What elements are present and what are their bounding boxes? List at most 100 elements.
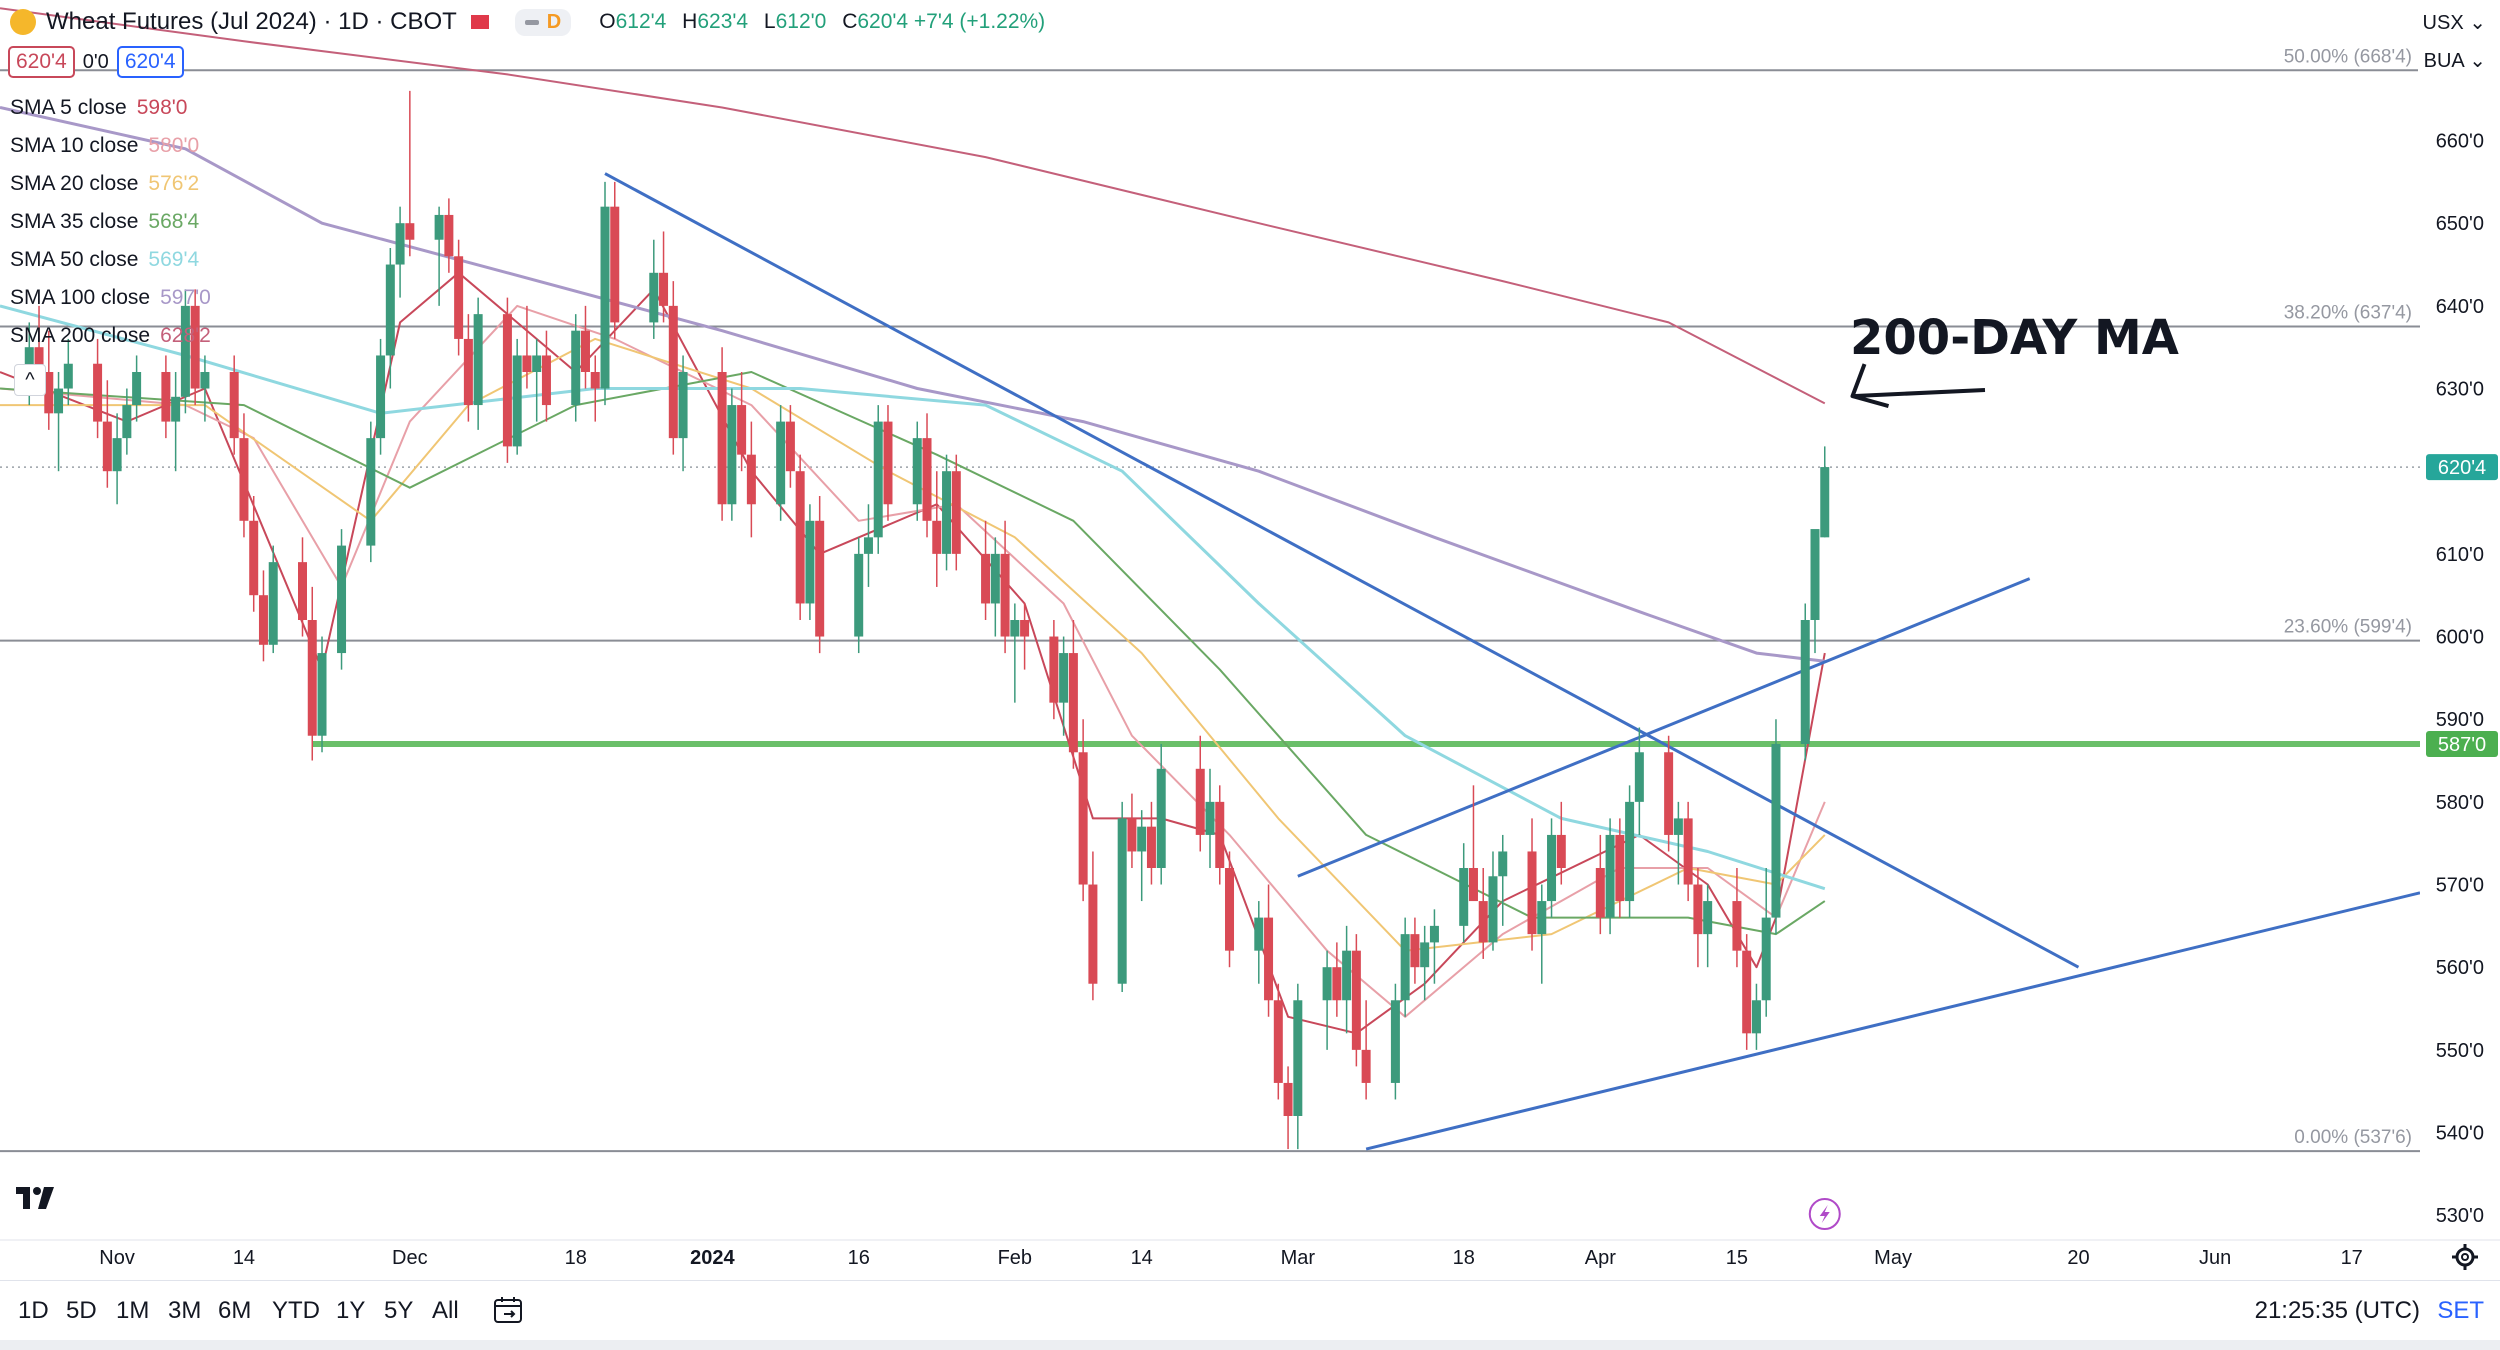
- interval-pill[interactable]: D: [514, 8, 572, 36]
- candle-body: [1322, 967, 1332, 1001]
- candle: [805, 504, 815, 620]
- indicator-legend-item[interactable]: SMA 100 close 597'0: [10, 286, 211, 310]
- candle-body: [1020, 620, 1030, 637]
- indicator-value: 598'0: [136, 96, 188, 119]
- tradingview-logo-icon[interactable]: [14, 1183, 64, 1213]
- timeframe-button[interactable]: 1M: [116, 1297, 150, 1324]
- candle-body: [268, 562, 278, 645]
- open-value: 612'4: [615, 10, 667, 33]
- candle: [1410, 917, 1420, 984]
- candle: [1498, 834, 1508, 926]
- timeframe-button[interactable]: 1Y: [336, 1297, 366, 1324]
- indicator-legend-item[interactable]: SMA 10 close 580'0: [10, 134, 199, 158]
- sma-lines: [0, 7, 1826, 1035]
- candle-body: [307, 620, 317, 736]
- timeframe-button[interactable]: 3M: [168, 1297, 202, 1324]
- close-label: C: [842, 10, 858, 33]
- candle-body: [1800, 620, 1810, 744]
- candle-body: [678, 372, 688, 439]
- fib-level-label: 38.20% (637'4): [2284, 303, 2412, 324]
- timeframe-button[interactable]: 5D: [66, 1297, 97, 1324]
- timeframe-button[interactable]: YTD: [272, 1297, 320, 1324]
- candle: [1820, 446, 1830, 538]
- candle-body: [34, 347, 44, 372]
- time-tick-label: Mar: [1281, 1247, 1316, 1269]
- indicator-value: 576'2: [148, 172, 200, 195]
- support-price-tag: 587'0: [2438, 734, 2486, 756]
- candle-body: [1468, 868, 1478, 902]
- candle: [1810, 529, 1820, 654]
- minus-icon: [524, 19, 539, 25]
- candle: [1254, 901, 1264, 984]
- candle: [1527, 818, 1537, 951]
- sell-price-button[interactable]: 620'4: [8, 46, 75, 78]
- lightning-icon: [1819, 1205, 1830, 1223]
- candle: [580, 305, 590, 389]
- candle: [122, 388, 132, 455]
- low-label: L: [763, 10, 776, 33]
- candle: [54, 372, 64, 472]
- candle: [1322, 950, 1332, 1050]
- candle-body: [1264, 917, 1274, 1001]
- candle: [1361, 1000, 1371, 1100]
- indicator-label: SMA 35 close: [10, 210, 139, 233]
- timeframe-button[interactable]: 5Y: [384, 1297, 414, 1324]
- buy-price-button[interactable]: 620'4: [116, 46, 184, 78]
- candle: [1059, 636, 1069, 736]
- time-tick-label: 18: [565, 1247, 587, 1269]
- last-price-tag: 620'4: [2438, 457, 2486, 479]
- candle-body: [1410, 934, 1420, 968]
- price-tick-label: 610'0: [2436, 544, 2484, 566]
- candle-body: [873, 421, 883, 538]
- flag-icon[interactable]: [470, 15, 489, 29]
- candle-body: [1742, 950, 1752, 1034]
- timeframe-button[interactable]: 1D: [18, 1297, 49, 1324]
- unit-selector[interactable]: BUA ⌄: [2417, 46, 2492, 75]
- support-price-tag-bg: [2426, 731, 2498, 757]
- symbol-title[interactable]: Wheat Futures (Jul 2024) · 1D · CBOT: [46, 8, 457, 35]
- chart-header: Wheat Futures (Jul 2024) · 1D · CBOT D O…: [10, 4, 1055, 40]
- indicator-legend-item[interactable]: SMA 50 close 569'4: [10, 248, 199, 272]
- trendline[interactable]: [1365, 891, 2421, 1151]
- candle: [1146, 801, 1156, 885]
- indicator-legend-item[interactable]: SMA 5 close 598'0: [10, 96, 187, 120]
- settlement-toggle[interactable]: SET: [2437, 1297, 2484, 1324]
- timeframe-button[interactable]: All: [432, 1297, 459, 1324]
- candle-body: [1634, 752, 1644, 802]
- candle: [63, 338, 73, 406]
- candle: [405, 90, 415, 257]
- candle: [454, 239, 464, 356]
- candle: [1703, 884, 1713, 968]
- candle: [298, 537, 307, 637]
- candle-body: [571, 330, 581, 406]
- candle-body: [1400, 934, 1410, 1001]
- currency-selector[interactable]: USX ⌄: [2416, 8, 2492, 37]
- candle: [1000, 520, 1010, 654]
- timeframe-button[interactable]: 6M: [218, 1297, 252, 1324]
- time-tick-label: 14: [233, 1247, 255, 1269]
- candles: [24, 90, 1830, 1150]
- sma-line: [0, 371, 1826, 936]
- date-range-icon[interactable]: [492, 1295, 526, 1325]
- indicator-legend-item[interactable]: SMA 35 close 568'4: [10, 210, 199, 234]
- candle-body: [951, 471, 961, 554]
- indicator-legend-item[interactable]: SMA 200 close 628'2: [10, 324, 211, 348]
- candle: [522, 305, 532, 389]
- candle-body: [200, 372, 210, 389]
- candle: [1420, 925, 1430, 1001]
- trendlines: [604, 172, 2421, 1151]
- candle: [532, 338, 542, 422]
- indicator-legend-item[interactable]: SMA 20 close 576'2: [10, 172, 199, 196]
- candle: [649, 239, 659, 339]
- price-axis-bg: [2420, 0, 2500, 1240]
- utc-clock[interactable]: 21:25:35 (UTC): [2254, 1297, 2420, 1324]
- trendline[interactable]: [1297, 577, 2031, 878]
- trendline[interactable]: [604, 172, 2080, 969]
- gear-icon[interactable]: [2450, 1242, 2480, 1272]
- order-boxes: 620'4 0'0 620'4: [8, 46, 184, 78]
- candle: [1293, 983, 1303, 1150]
- collapse-legend-button[interactable]: ^: [14, 364, 46, 396]
- sma-line: [0, 271, 1826, 1035]
- indicator-value: 569'4: [148, 248, 200, 271]
